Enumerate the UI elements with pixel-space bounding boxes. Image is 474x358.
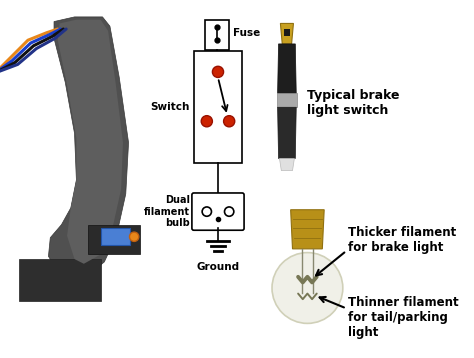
FancyBboxPatch shape xyxy=(192,193,244,230)
Polygon shape xyxy=(277,93,297,107)
Polygon shape xyxy=(281,23,293,44)
Polygon shape xyxy=(291,210,324,249)
Text: Typical brake
light switch: Typical brake light switch xyxy=(308,89,400,117)
Polygon shape xyxy=(284,29,290,37)
Text: Thinner filament
for tail/parking
light: Thinner filament for tail/parking light xyxy=(348,296,459,339)
Circle shape xyxy=(202,207,211,216)
Polygon shape xyxy=(18,259,100,301)
Circle shape xyxy=(212,66,224,77)
Circle shape xyxy=(272,253,343,323)
Circle shape xyxy=(201,116,212,127)
Polygon shape xyxy=(100,228,130,245)
Circle shape xyxy=(224,116,235,127)
Text: Ground: Ground xyxy=(196,262,239,272)
Polygon shape xyxy=(194,52,242,163)
Circle shape xyxy=(225,207,234,216)
Text: Fuse: Fuse xyxy=(233,28,260,38)
Polygon shape xyxy=(278,107,296,159)
Polygon shape xyxy=(89,225,140,255)
Polygon shape xyxy=(280,159,294,171)
Polygon shape xyxy=(48,17,128,275)
Circle shape xyxy=(129,232,139,241)
Text: Dual
filament
bulb: Dual filament bulb xyxy=(144,195,190,228)
Text: Switch: Switch xyxy=(151,102,190,112)
Text: Thicker filament
for brake light: Thicker filament for brake light xyxy=(348,226,456,253)
Polygon shape xyxy=(58,20,123,264)
Polygon shape xyxy=(278,44,296,93)
Polygon shape xyxy=(205,20,229,49)
